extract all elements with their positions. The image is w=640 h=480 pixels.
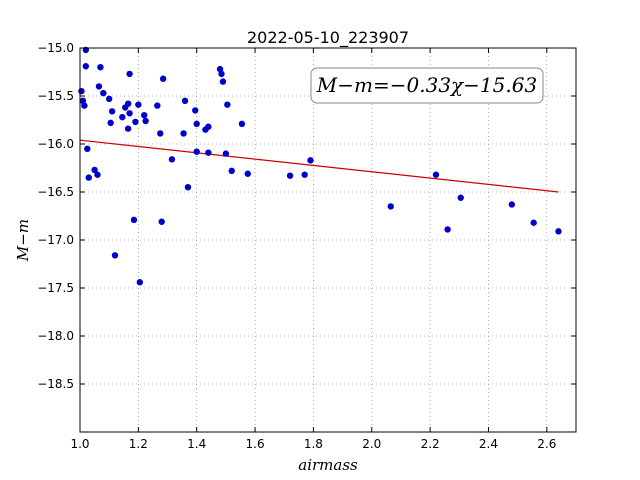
data-point	[142, 117, 149, 125]
data-point	[193, 148, 200, 155]
y-tick-label: −15.0	[37, 41, 74, 55]
data-point	[184, 184, 192, 191]
y-tick-label: −18.5	[37, 377, 74, 391]
y-tick-label: −18.0	[37, 329, 74, 343]
data-point	[157, 130, 164, 137]
x-tick-label: 1.0	[70, 437, 89, 451]
equation-box-frame	[310, 67, 544, 104]
data-point	[457, 194, 464, 201]
data-point	[78, 88, 85, 95]
data-point	[132, 118, 139, 126]
data-point	[130, 216, 138, 224]
data-point	[219, 78, 227, 85]
data-point	[387, 203, 394, 210]
data-point	[124, 125, 132, 132]
data-point	[94, 171, 101, 178]
x-tick-label: 2.6	[537, 437, 556, 451]
y-tick-label: −16.0	[37, 137, 74, 151]
data-point	[444, 226, 451, 233]
data-point	[79, 97, 87, 105]
data-point	[555, 228, 562, 235]
data-point	[136, 279, 144, 286]
data-point	[205, 149, 212, 156]
data-point	[432, 171, 440, 178]
data-point	[154, 102, 161, 109]
data-point	[205, 123, 212, 130]
equation-box: M−m=−0.33χ−15.63	[310, 67, 544, 104]
data-point	[126, 110, 133, 117]
y-tick-labels: −15.0 −15.5 −16.0 −16.5 −17.0 −17.5 −18.0 −18.5	[37, 41, 74, 391]
fit-line-group	[79, 139, 559, 193]
data-point	[158, 218, 165, 225]
data-point	[168, 156, 176, 163]
x-tick-label: 1.2	[129, 437, 148, 451]
data-point	[100, 89, 107, 97]
data-point	[124, 100, 132, 107]
data-point	[119, 113, 126, 121]
data-point	[508, 201, 516, 208]
data-point	[218, 70, 225, 78]
axis-ticks	[79, 47, 576, 432]
x-tick-label: 1.8	[304, 437, 323, 451]
data-point	[181, 97, 189, 105]
data-point	[180, 130, 187, 137]
y-tick-label: −17.0	[37, 233, 74, 247]
data-point	[108, 108, 116, 115]
data-point	[126, 70, 133, 78]
y-tick-label: −16.5	[37, 185, 74, 199]
x-tick-label: 2.4	[479, 437, 498, 451]
y-tick-label: −15.5	[37, 89, 74, 103]
data-point	[84, 145, 91, 152]
data-point	[222, 150, 230, 157]
data-point	[111, 252, 119, 259]
data-point	[244, 170, 251, 177]
data-point	[140, 112, 148, 119]
y-axis-label: M−m	[14, 219, 32, 262]
data-point	[85, 174, 92, 181]
fit-line	[79, 139, 559, 193]
x-tick-label: 1.4	[187, 437, 206, 451]
data-point	[105, 95, 113, 103]
data-point	[81, 102, 88, 109]
data-point	[301, 171, 308, 178]
data-point	[91, 166, 98, 174]
data-point	[82, 63, 90, 70]
data-point	[216, 65, 224, 73]
data-point	[95, 83, 103, 90]
x-tick-label: 1.6	[246, 437, 265, 451]
x-tick-label: 2.2	[421, 437, 440, 451]
data-point	[135, 101, 142, 108]
data-point	[107, 119, 114, 127]
data-point	[97, 63, 104, 71]
data-point	[159, 75, 167, 82]
data-points	[78, 46, 562, 286]
data-point	[193, 120, 200, 128]
data-point	[192, 107, 199, 114]
data-point	[228, 167, 235, 175]
data-point	[238, 120, 246, 128]
x-axis-label: airmass	[298, 456, 358, 474]
data-point	[307, 157, 314, 164]
x-tick-label: 2.0	[362, 437, 381, 451]
y-tick-label: −17.5	[37, 281, 74, 295]
data-point	[530, 219, 537, 226]
data-point	[286, 172, 294, 179]
chart-title: 2022-05-10_223907	[247, 28, 409, 48]
x-tick-labels: 1.0 1.2 1.4 1.6 1.8 2.0 2.2 2.4 2.6	[70, 437, 556, 451]
data-point	[224, 101, 231, 108]
fit-equation: M−m=−0.33χ−15.63	[316, 73, 537, 97]
